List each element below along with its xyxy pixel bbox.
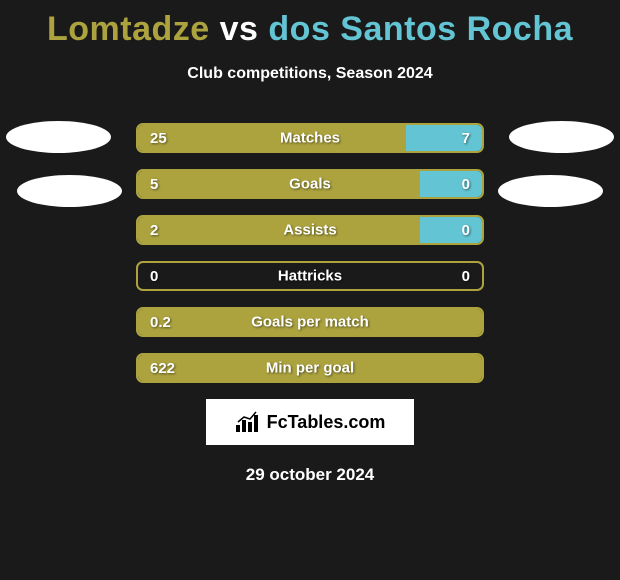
stat-label: Matches <box>280 130 340 147</box>
stat-right-segment <box>470 309 482 335</box>
stat-right-segment: 0 <box>420 171 482 197</box>
stat-label: Goals per match <box>251 314 369 331</box>
left-photo-placeholder-1 <box>6 121 111 153</box>
stat-left-value: 2 <box>150 222 158 239</box>
content-area: 25 7 Matches 5 0 Goals 2 0 Assists 0 0 Hattricks 0.2… <box>0 123 620 485</box>
stat-row: 0 0 Hattricks <box>136 261 484 291</box>
stat-right-segment: 7 <box>406 125 482 151</box>
stat-right-value: 0 <box>462 176 470 193</box>
subtitle: Club competitions, Season 2024 <box>0 65 620 83</box>
stat-left-value: 622 <box>150 360 175 377</box>
left-photo-placeholder-2 <box>17 175 122 207</box>
stat-row: 622 Min per goal <box>136 353 484 383</box>
stat-right-value: 0 <box>462 268 470 285</box>
player1-name: Lomtadze <box>47 10 210 48</box>
stat-label: Assists <box>283 222 336 239</box>
stat-bars: 25 7 Matches 5 0 Goals 2 0 Assists 0 0 Hattricks 0.2… <box>136 123 484 383</box>
brand-text: FcTables.com <box>267 412 386 433</box>
date-label: 29 october 2024 <box>0 465 620 485</box>
stat-left-segment: 5 <box>138 171 420 197</box>
stat-left-value: 25 <box>150 130 167 147</box>
stat-left-value: 0 <box>150 268 158 285</box>
player2-name: dos Santos Rocha <box>268 10 573 48</box>
stat-row: 2 0 Assists <box>136 215 484 245</box>
stat-label: Goals <box>289 176 331 193</box>
stat-left-segment: 2 <box>138 217 420 243</box>
brand-chart-icon <box>235 411 261 433</box>
vs-separator: vs <box>220 10 259 48</box>
stat-right-segment <box>470 355 482 381</box>
stat-row: 5 0 Goals <box>136 169 484 199</box>
stat-left-value: 5 <box>150 176 158 193</box>
brand-box: FcTables.com <box>206 399 414 445</box>
stat-left-segment: 25 <box>138 125 406 151</box>
stat-right-value: 7 <box>462 130 470 147</box>
stat-row: 25 7 Matches <box>136 123 484 153</box>
stat-left-value: 0.2 <box>150 314 171 331</box>
stat-label: Min per goal <box>266 360 354 377</box>
right-photo-placeholder-2 <box>498 175 603 207</box>
stat-row: 0.2 Goals per match <box>136 307 484 337</box>
stat-right-segment: 0 <box>420 217 482 243</box>
right-photo-placeholder-1 <box>509 121 614 153</box>
comparison-title: Lomtadze vs dos Santos Rocha <box>0 0 620 49</box>
stat-right-value: 0 <box>462 222 470 239</box>
stat-label: Hattricks <box>278 268 342 285</box>
